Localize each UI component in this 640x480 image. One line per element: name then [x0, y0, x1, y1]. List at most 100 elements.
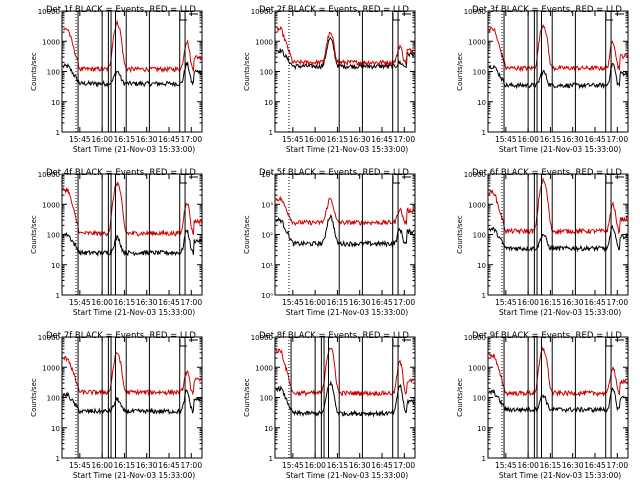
- y-tick-label: 10³: [261, 201, 273, 209]
- chart-title: Det 6f BLACK = Events, RED = LLD: [472, 168, 622, 178]
- x-tick-label: 16:30: [562, 461, 584, 470]
- x-tick-label: 16:15: [540, 461, 562, 470]
- y-axis-label: Counts/sec: [456, 378, 464, 417]
- y-axis-label: Counts/sec: [456, 215, 464, 254]
- y-tick-label: 1: [269, 129, 273, 137]
- x-axis-label: Start Time (21-Nov-03 15:33:00): [286, 471, 408, 480]
- x-tick-label: 16:00: [304, 298, 326, 307]
- x-tick-label: 16:45: [584, 461, 606, 470]
- series-line-lld: [275, 195, 415, 227]
- x-tick-label: 16:45: [158, 461, 180, 470]
- x-tick-label: 16:15: [327, 461, 349, 470]
- x-tick-label: 16:00: [91, 461, 113, 470]
- x-tick-label: 17:00: [393, 461, 415, 470]
- x-tick-label: 16:30: [349, 135, 371, 144]
- x-tick-label: 15:45: [495, 298, 517, 307]
- chart-title: Det 3f BLACK = Events, RED = LLD: [472, 5, 622, 15]
- y-tick-label: 100: [260, 69, 273, 77]
- y-tick-label: 100: [473, 232, 486, 240]
- x-tick-label: 16:45: [371, 461, 393, 470]
- legend-mark: [392, 13, 400, 21]
- chart-title: Det 1f BLACK = Events, RED = LLD: [46, 5, 196, 15]
- x-tick-label: 17:00: [180, 298, 202, 307]
- plot-frame: [61, 336, 203, 459]
- y-tick-label: 10⁴: [261, 171, 273, 179]
- y-tick-label: 1000: [255, 364, 273, 372]
- y-tick-label: 1000: [42, 38, 60, 46]
- chart-title: Det 5f BLACK = Events, RED = LLD: [259, 168, 409, 178]
- y-tick-label: 10000: [464, 171, 486, 179]
- plot-frame: [274, 173, 416, 296]
- x-tick-label: 16:45: [584, 298, 606, 307]
- chart-title: Det 8f BLACK = Events, RED = LLD: [259, 331, 409, 341]
- x-tick-label: 17:00: [180, 461, 202, 470]
- y-tick-label: 1000: [42, 201, 60, 209]
- x-tick-label: 16:00: [91, 135, 113, 144]
- series-line-lld: [275, 25, 415, 67]
- y-tick-label: 10: [51, 262, 60, 270]
- chart-title: Det 7f BLACK = Events, RED = LLD: [46, 331, 196, 341]
- x-axis-label: Start Time (21-Nov-03 15:33:00): [499, 471, 621, 480]
- y-tick-label: 10000: [38, 171, 60, 179]
- y-tick-label: 100: [260, 395, 273, 403]
- series-line-events: [275, 214, 415, 248]
- y-tick-label: 10000: [464, 8, 486, 16]
- x-tick-label: 15:45: [282, 298, 304, 307]
- y-tick-label: 1: [482, 292, 486, 300]
- legend-mark: [179, 339, 187, 347]
- legend-mark: [392, 339, 400, 347]
- x-axis-label: Start Time (21-Nov-03 15:33:00): [286, 145, 408, 154]
- y-tick-label: 1000: [468, 201, 486, 209]
- det-3f-panel: Det 3f BLACK = Events, RED = LLD 1 10 100 10…: [456, 5, 629, 154]
- chart-title: Det 9f BLACK = Events, RED = LLD: [472, 331, 622, 341]
- y-tick-label: 100: [473, 395, 486, 403]
- y-axis-label: Counts/sec: [243, 215, 251, 254]
- x-tick-label: 16:00: [304, 135, 326, 144]
- y-tick-label: 10²: [261, 232, 273, 240]
- x-tick-label: 16:30: [349, 298, 371, 307]
- det-8f-panel: Det 8f BLACK = Events, RED = LLD 1 10 100 10…: [243, 331, 416, 480]
- series-line-events: [488, 386, 628, 414]
- x-tick-label: 16:30: [562, 298, 584, 307]
- y-tick-label: 1: [269, 455, 273, 463]
- series-line-lld: [62, 181, 202, 237]
- x-tick-label: 16:15: [114, 461, 136, 470]
- legend-mark: [392, 176, 400, 184]
- x-tick-label: 16:15: [540, 135, 562, 144]
- legend-mark: [179, 176, 187, 184]
- x-tick-label: 17:00: [393, 298, 415, 307]
- y-tick-label: 10000: [251, 334, 273, 342]
- series-line-lld: [488, 176, 628, 236]
- x-axis-label: Start Time (21-Nov-03 15:33:00): [73, 145, 195, 154]
- chart-title: Det 4f BLACK = Events, RED = LLD: [46, 168, 196, 178]
- x-tick-label: 16:00: [91, 298, 113, 307]
- plot-frame: [274, 10, 416, 133]
- x-tick-label: 15:45: [282, 135, 304, 144]
- y-axis-label: Counts/sec: [243, 52, 251, 91]
- y-tick-label: 10¹: [261, 262, 273, 270]
- y-axis-label: Counts/sec: [456, 52, 464, 91]
- y-tick-label: 10⁰: [261, 292, 273, 300]
- y-tick-label: 1: [482, 455, 486, 463]
- series-line-events: [62, 229, 202, 258]
- plot-frame: [487, 173, 629, 296]
- y-axis-label: Counts/sec: [243, 378, 251, 417]
- y-tick-label: 10000: [464, 334, 486, 342]
- series-line-lld: [62, 19, 202, 74]
- y-tick-label: 10: [477, 262, 486, 270]
- legend-mark: [605, 13, 613, 21]
- y-tick-label: 1000: [468, 38, 486, 46]
- y-axis-label: Counts/sec: [30, 52, 38, 91]
- y-tick-label: 10: [51, 425, 60, 433]
- x-tick-label: 16:00: [517, 135, 539, 144]
- x-tick-label: 16:30: [136, 135, 158, 144]
- y-tick-label: 10: [477, 425, 486, 433]
- y-tick-label: 10000: [38, 334, 60, 342]
- plot-frame: [487, 10, 629, 133]
- plot-frame: [487, 336, 629, 459]
- x-tick-label: 15:45: [69, 461, 91, 470]
- det-9f-panel: Det 9f BLACK = Events, RED = LLD 1 10 100 10…: [456, 331, 629, 480]
- x-axis-label: Start Time (21-Nov-03 15:33:00): [73, 308, 195, 317]
- x-tick-label: 16:30: [349, 461, 371, 470]
